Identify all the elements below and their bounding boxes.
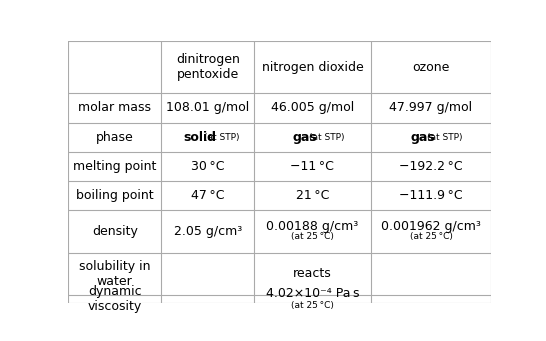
Text: (at STP): (at STP)	[308, 133, 344, 142]
Text: 21 °C: 21 °C	[296, 189, 329, 202]
Text: gas: gas	[292, 131, 317, 144]
Text: −11 °C: −11 °C	[290, 160, 334, 173]
Text: 47 °C: 47 °C	[191, 189, 224, 202]
Text: −111.9 °C: −111.9 °C	[399, 189, 463, 202]
Text: dinitrogen
pentoxide: dinitrogen pentoxide	[176, 53, 240, 81]
Text: gas: gas	[411, 131, 436, 144]
Text: (at 25 °C): (at 25 °C)	[291, 301, 334, 310]
Text: (at STP): (at STP)	[204, 133, 240, 142]
Text: −192.2 °C: −192.2 °C	[399, 160, 463, 173]
Text: density: density	[92, 225, 138, 238]
Text: 46.005 g/mol: 46.005 g/mol	[271, 101, 354, 115]
Text: nitrogen dioxide: nitrogen dioxide	[262, 61, 363, 74]
Text: phase: phase	[96, 131, 134, 144]
Text: boiling point: boiling point	[76, 189, 153, 202]
Text: 4.02×10⁻⁴ Pa s: 4.02×10⁻⁴ Pa s	[265, 286, 359, 300]
Text: 108.01 g/mol: 108.01 g/mol	[166, 101, 250, 115]
Text: 2.05 g/cm³: 2.05 g/cm³	[174, 225, 242, 238]
Text: (at 25 °C): (at 25 °C)	[410, 232, 453, 241]
Text: molar mass: molar mass	[78, 101, 151, 115]
Text: 0.00188 g/cm³: 0.00188 g/cm³	[266, 220, 359, 233]
Text: 0.001962 g/cm³: 0.001962 g/cm³	[381, 220, 481, 233]
Text: dynamic
viscosity: dynamic viscosity	[87, 285, 142, 313]
Text: ozone: ozone	[412, 61, 450, 74]
Text: 47.997 g/mol: 47.997 g/mol	[389, 101, 472, 115]
Text: 30 °C: 30 °C	[191, 160, 224, 173]
Text: solubility in
water: solubility in water	[79, 260, 151, 288]
Text: (at STP): (at STP)	[427, 133, 462, 142]
Text: reacts: reacts	[293, 267, 332, 280]
Text: (at 25 °C): (at 25 °C)	[291, 232, 334, 241]
Text: solid: solid	[183, 131, 217, 144]
Text: melting point: melting point	[73, 160, 157, 173]
